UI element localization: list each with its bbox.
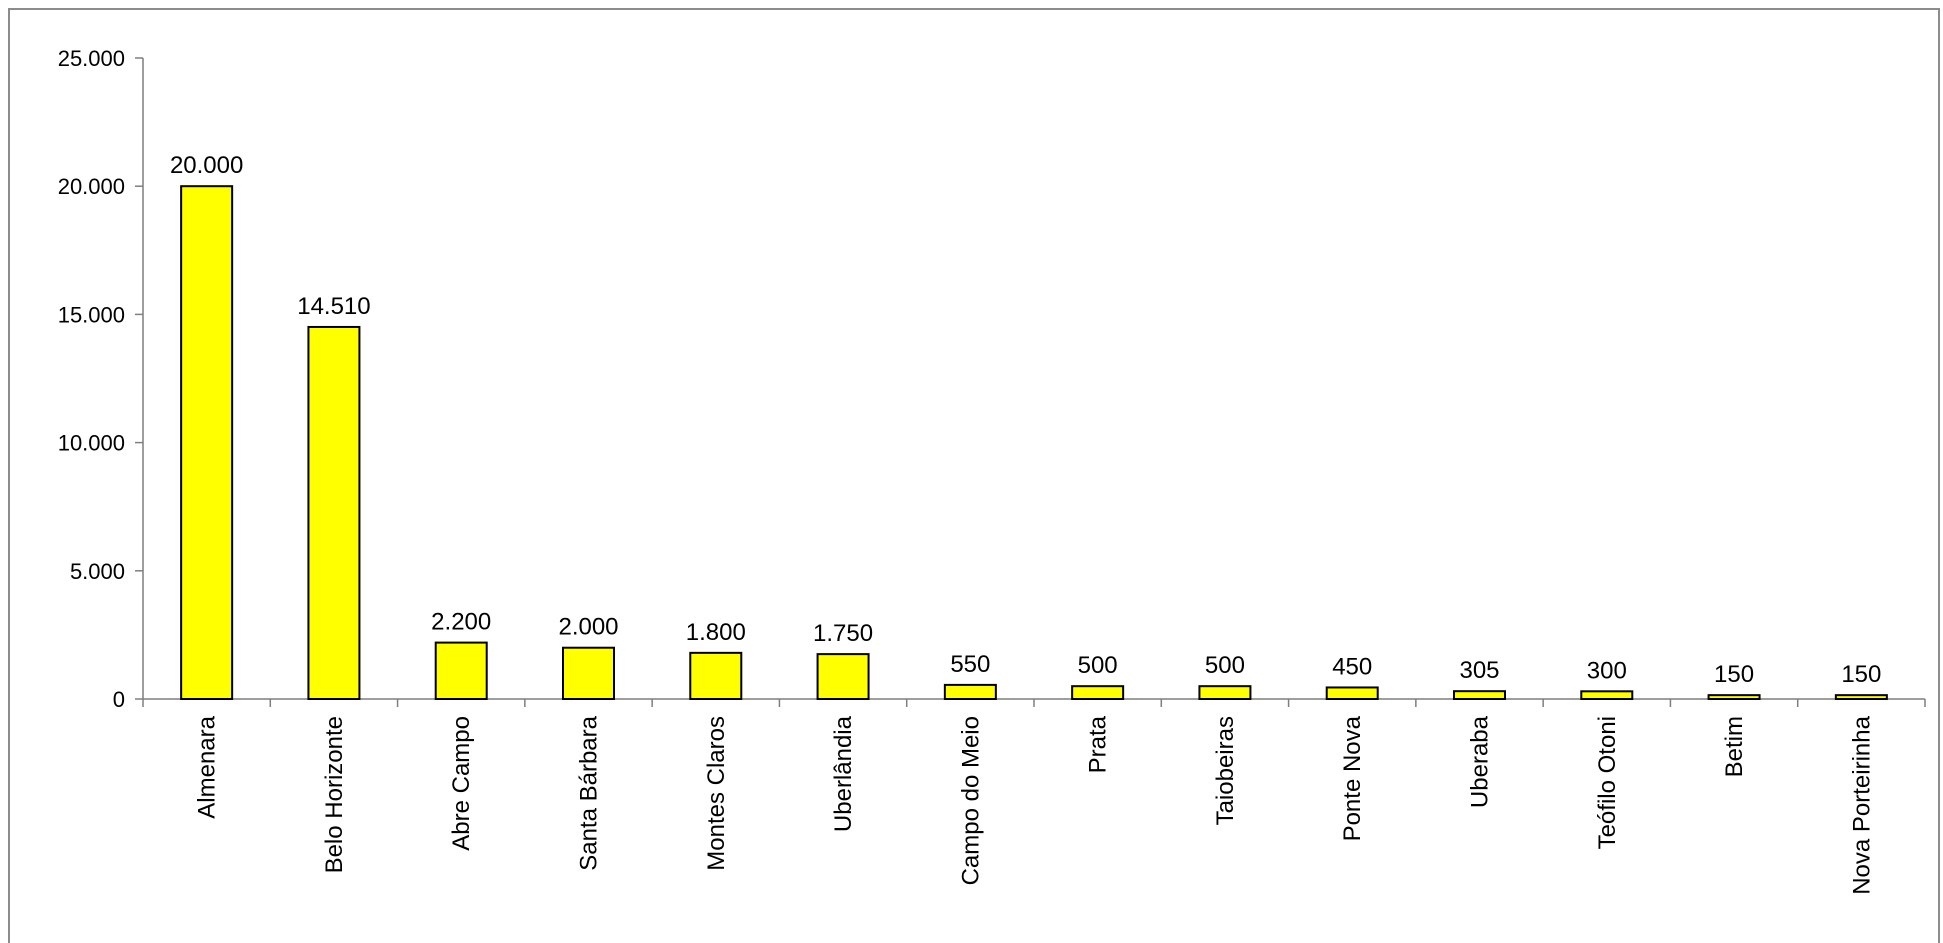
y-tick-label: 10.000 <box>58 431 125 456</box>
category-label: Teófilo Otoni <box>1594 716 1621 849</box>
bar <box>307 325 361 700</box>
data-label: 2.000 <box>558 614 618 641</box>
bar-series <box>180 185 1888 701</box>
category-label: Abre Campo <box>448 716 475 851</box>
data-label: 20.000 <box>170 152 243 179</box>
category-label: Ponte Nova <box>1339 715 1366 841</box>
category-label: Prata <box>1085 715 1112 773</box>
y-tick-label: 25.000 <box>58 46 125 71</box>
data-label: 550 <box>950 651 990 678</box>
data-label: 1.800 <box>686 619 746 646</box>
category-label: Taiobeiras <box>1212 716 1239 825</box>
y-tick-label: 15.000 <box>58 302 125 327</box>
category-label: Uberaba <box>1467 715 1494 808</box>
category-label: Belo Horizonte <box>321 716 348 873</box>
data-label: 150 <box>1714 661 1754 688</box>
category-label: Campo do Meio <box>957 716 984 885</box>
category-label: Almenara <box>194 715 221 818</box>
data-label: 305 <box>1459 657 1499 684</box>
bar <box>943 683 997 701</box>
data-label: 150 <box>1841 661 1881 688</box>
category-label: Betim <box>1721 716 1748 777</box>
category-labels: Almenara Belo Horizonte Abre Campo Santa Bá… <box>194 715 1876 894</box>
category-label: Montes Claros <box>703 716 730 871</box>
y-tick-label: 0 <box>113 687 125 712</box>
y-tick-label: 5.000 <box>70 559 125 584</box>
data-label: 300 <box>1587 657 1627 684</box>
category-label: Santa Bárbara <box>576 715 603 870</box>
data-label: 450 <box>1332 653 1372 680</box>
bar <box>689 651 743 701</box>
bar <box>1198 685 1252 700</box>
category-label: Uberlândia <box>830 715 857 832</box>
x-axis <box>142 698 1926 707</box>
bar <box>434 641 488 700</box>
bar <box>1580 690 1634 700</box>
bar <box>1834 694 1888 700</box>
y-tick-label: 20.000 <box>58 174 125 199</box>
category-label: Nova Porteirinha <box>1848 715 1875 894</box>
data-label: 1.750 <box>813 620 873 647</box>
bar <box>1071 685 1125 700</box>
chart-border <box>8 8 1940 943</box>
bar <box>816 653 870 701</box>
bar <box>1707 694 1761 700</box>
bar <box>1325 686 1379 700</box>
bar <box>562 646 615 700</box>
data-label: 14.510 <box>297 293 370 320</box>
bar <box>1453 690 1506 701</box>
bar <box>180 185 234 700</box>
data-labels: 20.000 14.510 2.200 2.000 1.800 1.750 550 500 50… <box>170 152 1881 688</box>
data-label: 500 <box>1205 652 1245 679</box>
data-label: 500 <box>1078 652 1118 679</box>
data-label: 2.200 <box>431 609 491 636</box>
y-axis: 0 5.000 10.000 15.000 20.000 25.000 <box>58 46 144 712</box>
